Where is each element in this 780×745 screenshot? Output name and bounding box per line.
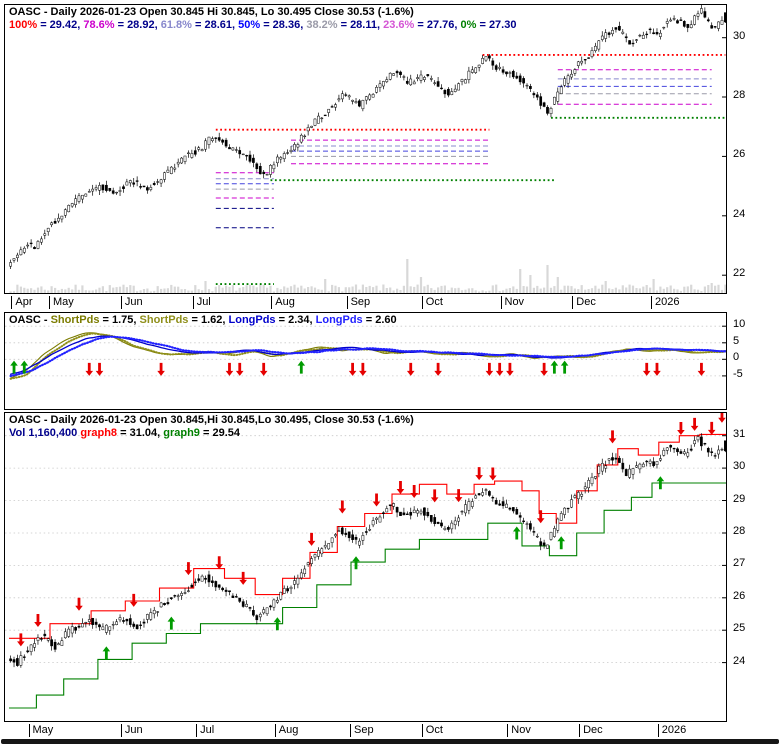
legend-segment: 38.2%	[306, 19, 338, 31]
y-tick-label: 25	[733, 622, 746, 635]
x-month-label: Jun	[120, 724, 143, 737]
y-tick-label: 31	[733, 427, 746, 440]
x-month-label: Aug	[274, 724, 298, 737]
x-month-label: Oct	[421, 296, 443, 309]
legend-segment: = 29.54	[199, 427, 240, 439]
x-month-label: Oct	[421, 724, 443, 737]
legend-segment: = 1.62,	[188, 314, 229, 326]
x-month-label: Nov	[507, 724, 531, 737]
oscillator-chart-canvas[interactable]	[5, 313, 726, 409]
x-month-label: May	[49, 296, 74, 309]
y-tick-label: 28	[733, 525, 746, 537]
legend-segment: OASC -	[9, 314, 51, 326]
legend-segment: = 28.92,	[114, 19, 161, 31]
x-month-label: 2026	[651, 296, 679, 309]
legend-segment: LongPds	[228, 314, 276, 326]
price-panel: OASC - Daily 2026-01-23 Open 30.845 Hi 3…	[4, 4, 727, 294]
y-tick-label: 27	[733, 557, 746, 570]
y-tick-label: 24	[733, 207, 746, 220]
legend-segment: = 27.30	[476, 19, 517, 31]
legend-segment: = 28.61,	[191, 19, 239, 31]
fib-legend: 100% = 29.42, 78.6% = 28.92, 61.8% = 28.…	[9, 19, 516, 32]
y-tick-label: 26	[733, 148, 746, 161]
legend-segment: = 2.34,	[275, 314, 316, 326]
oscillator-panel-titles: OASC - ShortPds = 1.75, ShortPds = 1.62,…	[9, 314, 397, 327]
y-tick-label: 29	[733, 492, 746, 505]
x-month-label: Dec	[572, 296, 596, 309]
oscillator-panel: OASC - ShortPds = 1.75, ShortPds = 1.62,…	[4, 312, 727, 410]
x-month-label: Jun	[120, 296, 143, 309]
trend-panel-titles: OASC - Daily 2026-01-23 Open 30.845,Hi 3…	[9, 414, 414, 440]
legend-segment: ShortPds	[139, 314, 189, 326]
legend-segment: = 31.04,	[117, 427, 164, 439]
legend-segment: = 29.42,	[37, 19, 84, 31]
legend-segment: Vol 1,160,400	[9, 427, 81, 439]
legend-segment: = 28.36,	[260, 19, 307, 31]
legend-segment: graph9	[163, 427, 200, 439]
trend-legend: Vol 1,160,400 graph8 = 31.04, graph9 = 2…	[9, 427, 414, 440]
y-tick-label: 10	[733, 318, 746, 331]
x-month-label: 2026	[657, 724, 686, 737]
legend-segment: 50%	[238, 19, 261, 31]
x-month-label: Jul	[196, 724, 214, 737]
legend-segment: = 28.11,	[337, 19, 384, 31]
legend-segment: 61.8%	[160, 19, 192, 31]
legend-segment: ShortPds	[50, 314, 100, 326]
legend-segment: LongPds	[315, 314, 363, 326]
price-chart-canvas[interactable]	[5, 5, 726, 293]
legend-segment: 23.6%	[383, 19, 415, 31]
trend-chart-canvas[interactable]	[5, 413, 726, 721]
y-tick-label: 0	[733, 351, 740, 364]
legend-segment: 100%	[9, 19, 38, 31]
trend-panel: OASC - Daily 2026-01-23 Open 30.845,Hi 3…	[4, 412, 727, 722]
y-tick-label: 30	[733, 460, 746, 473]
legend-segment: 0%	[460, 19, 477, 31]
x-month-label: Jul	[192, 296, 211, 309]
x-axis-months-trend: May Jun Jul Aug Sep Oct Nov Dec 2026	[4, 724, 727, 739]
horizontal-scrollbar[interactable]	[1, 739, 779, 744]
trend-panel-title: OASC - Daily 2026-01-23 Open 30.845,Hi 3…	[9, 414, 414, 426]
x-month-label: Aug	[271, 296, 295, 309]
x-month-label: Apr	[11, 296, 33, 309]
legend-segment: = 2.60	[362, 314, 397, 326]
x-month-label: May	[28, 724, 53, 737]
oscillator-legend: OASC - ShortPds = 1.75, ShortPds = 1.62,…	[9, 314, 397, 327]
y-tick-label: -5	[733, 367, 743, 380]
legend-segment: = 1.75,	[99, 314, 140, 326]
legend-segment: graph8	[80, 427, 118, 439]
x-month-label: Sep	[350, 724, 374, 737]
price-panel-titles: OASC - Daily 2026-01-23 Open 30.845 Hi 3…	[9, 6, 516, 32]
y-tick-label: 5	[733, 334, 740, 347]
x-month-label: Sep	[346, 296, 370, 309]
price-panel-title: OASC - Daily 2026-01-23 Open 30.845 Hi 3…	[9, 6, 414, 18]
x-month-label: Dec	[579, 724, 603, 737]
x-month-label: Nov	[500, 296, 524, 309]
y-tick-label: 30	[733, 29, 746, 42]
x-axis-months-price: Apr May Jun Jul Aug Sep Oct Nov Dec 2026	[4, 296, 727, 311]
y-tick-label: 26	[733, 589, 746, 602]
y-tick-label: 28	[733, 89, 746, 101]
y-tick-label: 24	[733, 654, 746, 667]
y-tick-label: 22	[733, 267, 746, 280]
legend-segment: 78.6%	[83, 19, 115, 31]
legend-segment: = 27.76,	[414, 19, 461, 31]
